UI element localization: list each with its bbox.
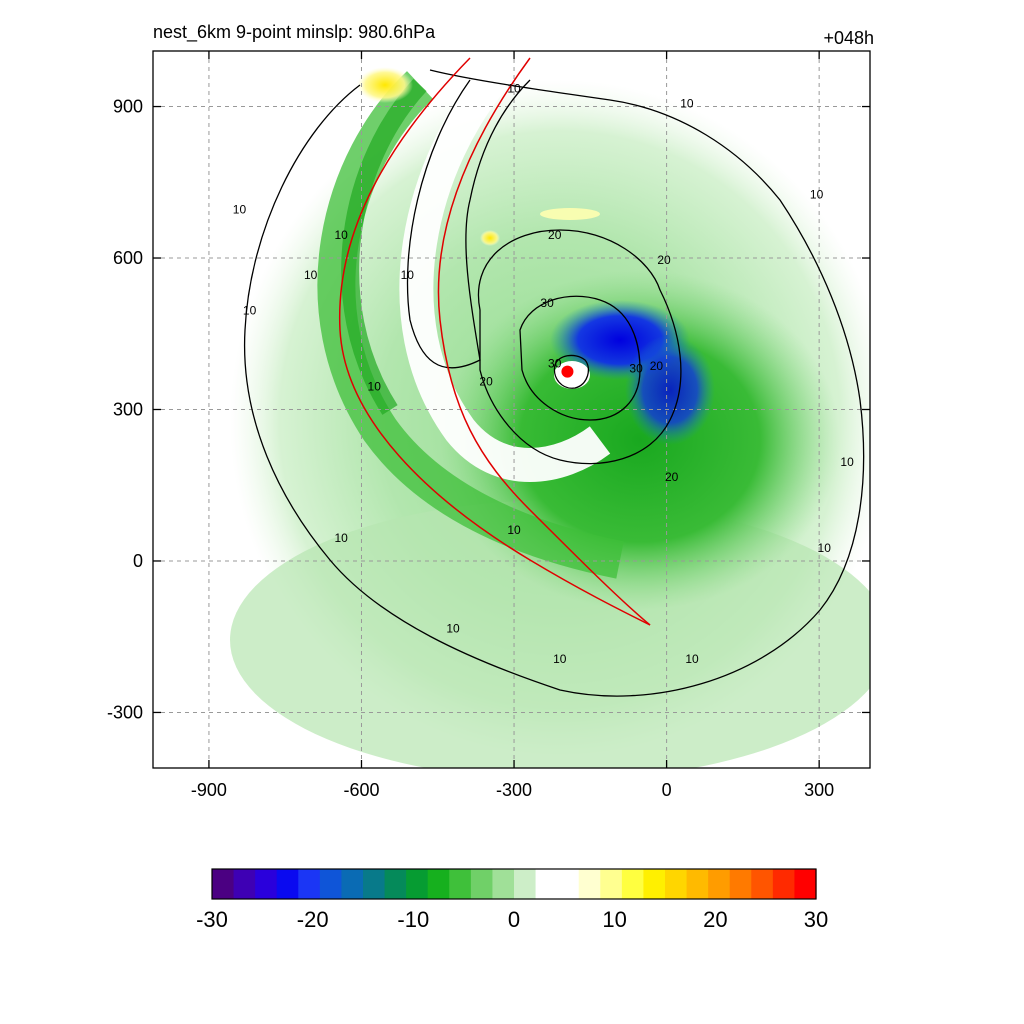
contour-label: 10 [334,531,348,545]
contour-label: 10 [334,228,348,242]
contour-label: 30 [548,357,562,371]
colorbar-swatch [600,869,623,899]
colorbar-swatch [449,869,472,899]
x-tick-label: -300 [496,780,532,800]
colorbar-tick-label: 0 [508,907,520,932]
contour-label: 10 [507,523,521,537]
colorbar-swatch [470,869,494,899]
contours [243,69,865,697]
colorbar-tick-label: 20 [703,907,727,932]
positive-patch-north [357,67,413,103]
contour-label: 20 [657,253,671,267]
clear-arc [399,58,611,482]
y-tick-label: 600 [113,248,143,268]
y-tick-label: 900 [113,97,143,117]
colorbar-swatch [686,869,709,899]
x-tick-label: 300 [804,780,834,800]
colorbar-swatch [621,869,645,899]
contour-label: 10 [507,81,521,95]
contour-label: 10 [368,379,382,393]
contour-20 [477,229,682,465]
colorbar-swatch [729,869,752,899]
colorbar-swatch [212,869,235,899]
colorbar-swatch [794,869,817,899]
colorbar-swatch [535,869,558,899]
colorbar-swatch [276,869,299,899]
colorbar-swatch [319,869,343,899]
x-tick-labels: -900 -600 -300 0 300 [191,780,834,800]
colorbar-swatch [557,869,580,899]
contour-label: 10 [401,268,415,282]
x-tick-label: -600 [343,780,379,800]
storm-center-marker [561,365,574,378]
contour-label: 10 [840,455,854,469]
colorbar-tick-label: -20 [297,907,329,932]
contour-label: 10 [680,97,694,111]
colorbar-swatch [255,869,278,899]
colorbar-swatch [406,869,429,899]
track-lines [338,57,651,626]
y-tick-label: 300 [113,400,143,420]
colorbar-swatch [341,869,364,899]
contour-label: 10 [304,268,318,282]
contour-labels: 10 10 10 10 10 10 10 10 10 10 10 10 10 10 10 10 20 20 20 20… [233,81,854,666]
contour-label: 20 [548,228,562,242]
contour-label: 10 [818,541,832,555]
colorbar-swatch [298,869,321,899]
x-tick-label: 0 [662,780,672,800]
x-tick-label: -900 [191,780,227,800]
heatmap-field [230,58,870,768]
colorbar-swatch [772,869,796,899]
contour-label: 20 [665,470,679,484]
colorbar-tick-label: -30 [196,907,228,932]
colorbar-swatch [643,869,666,899]
colorbar-frame [211,868,817,900]
contour-label: 10 [243,304,257,318]
contour-label: 10 [685,652,699,666]
contour-label: 10 [233,203,247,217]
colorbar-tick-label: -10 [397,907,429,932]
contour-30 [519,295,641,421]
track-line-west [338,57,651,626]
colorbar [211,868,817,900]
colorbar-tick-label: 10 [602,907,626,932]
track-line-east [437,57,651,626]
colorbar-swatch [363,869,386,899]
colorbar-labels: -30 -20 -10 0 10 20 30 [196,907,828,932]
contour-label: 10 [553,652,567,666]
colorbar-swatch [233,869,256,899]
contour-label: 10 [446,622,460,636]
contour-label: 10 [810,187,824,201]
colorbar-tick-label: 30 [804,907,828,932]
y-tick-label: 0 [133,551,143,571]
colorbar-swatch [708,869,731,899]
y-tick-label: -300 [107,702,143,722]
axis-ticks [153,51,870,768]
colorbar-swatch [427,869,450,899]
contour-label: 20 [479,374,493,388]
contour-10-inner [406,79,531,369]
colorbar-swatch [751,869,774,899]
colorbar-swatch [665,869,688,899]
chart-title: nest_6km 9-point minslp: 980.6hPa [153,22,436,42]
colorbar-swatch [578,869,601,899]
contour-label: 20 [650,359,664,373]
colorbar-swatch [514,869,537,899]
contour-label: 30 [540,296,554,310]
colorbar-swatch [492,869,515,899]
y-tick-labels: -300 0 300 600 900 [107,97,143,723]
contour-label: 30 [629,362,643,376]
colorbar-swatch [384,869,407,899]
contour-10-outer [243,69,865,697]
forecast-hour-label: +048h [823,28,874,48]
